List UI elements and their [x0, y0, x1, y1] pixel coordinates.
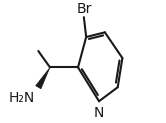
Polygon shape — [36, 68, 50, 89]
Text: Br: Br — [76, 2, 91, 16]
Text: N: N — [94, 106, 104, 120]
Text: H₂N: H₂N — [9, 91, 35, 105]
